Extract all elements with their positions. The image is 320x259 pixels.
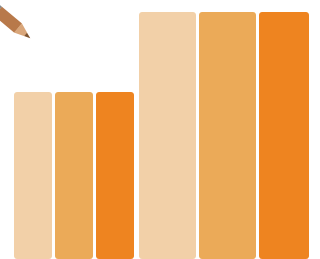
bars (14, 12, 309, 259)
bar (14, 92, 52, 259)
bar (96, 92, 134, 259)
bar (55, 92, 93, 259)
bar (199, 12, 256, 259)
bar (139, 12, 196, 259)
illustration (0, 0, 309, 259)
page (0, 0, 320, 259)
pen-icon (0, 0, 34, 43)
bar (259, 12, 309, 259)
